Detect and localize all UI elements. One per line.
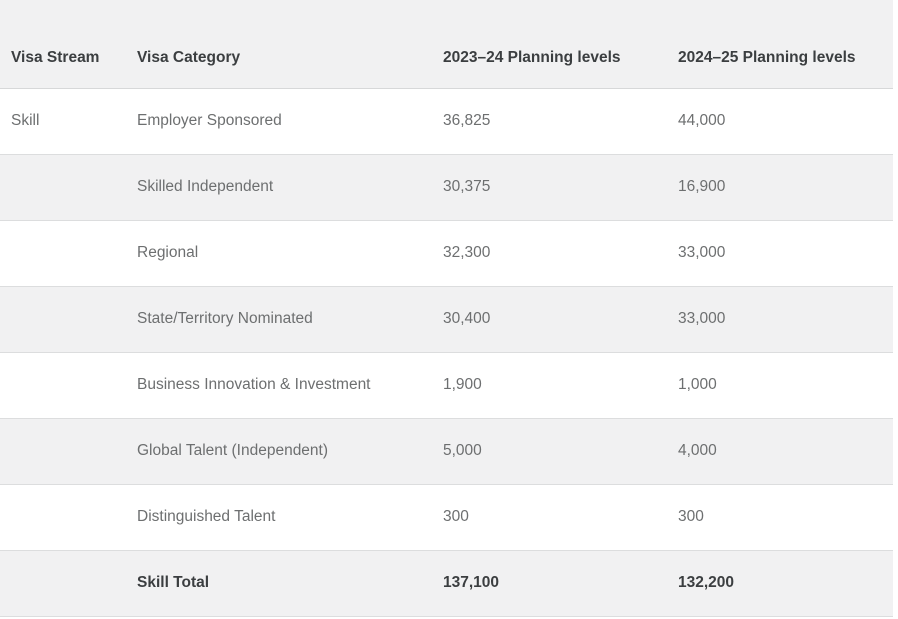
cell-2023-24: 5,000: [443, 442, 482, 459]
cell-visa-stream: [0, 154, 137, 220]
cell-2023-24: 30,375: [443, 178, 491, 195]
cell-visa-stream: [0, 286, 137, 352]
table-row-regional: Regional 32,300 33,000: [0, 220, 893, 286]
cell-visa-stream: [0, 418, 137, 484]
cell-2023-24: 137,100: [443, 574, 500, 591]
cell-2023-24: 30,400: [443, 310, 491, 327]
cell-2024-25: 300: [678, 508, 704, 525]
cell-2024-25: 4,000: [678, 442, 717, 459]
table-row-employer-sponsored: Skill Employer Sponsored 36,825 44,000: [0, 88, 893, 154]
cell-visa-category: Business Innovation & Investment: [137, 376, 371, 393]
cell-visa-stream: Skill: [11, 112, 40, 129]
cell-visa-category: Global Talent (Independent): [137, 442, 329, 459]
cell-2024-25: 16,900: [678, 178, 726, 195]
cell-visa-category: Distinguished Talent: [137, 508, 276, 525]
cell-visa-stream: [0, 550, 137, 616]
table-row-global-talent-independent: Global Talent (Independent) 5,000 4,000: [0, 418, 893, 484]
cell-visa-category: Skill Total: [137, 574, 210, 591]
cell-visa-stream: [0, 220, 137, 286]
table-row-skill-total: Skill Total 137,100 132,200: [0, 550, 893, 616]
cell-2024-25: 33,000: [678, 244, 726, 261]
header-cell-visa-stream: Visa Stream: [11, 48, 100, 66]
cell-visa-stream: [0, 484, 137, 550]
cell-2023-24: 32,300: [443, 244, 491, 261]
cell-2024-25: 132,200: [678, 574, 735, 591]
cell-visa-stream: [0, 352, 137, 418]
cell-2024-25: 1,000: [678, 376, 717, 393]
header-cell-2024-25-planning-levels: 2024–25 Planning levels: [678, 48, 856, 66]
cell-2023-24: 300: [443, 508, 469, 525]
cell-2023-24: 36,825: [443, 112, 491, 129]
table-row-distinguished-talent: Distinguished Talent 300 300: [0, 484, 893, 550]
table-row-state-territory-nominated: State/Territory Nominated 30,400 33,000: [0, 286, 893, 352]
header-row: Visa Stream Visa Category 2023–24 Planni…: [0, 0, 893, 88]
cell-2023-24: 1,900: [443, 376, 482, 393]
cell-2024-25: 33,000: [678, 310, 726, 327]
cell-2024-25: 44,000: [678, 112, 726, 129]
cell-visa-category: State/Territory Nominated: [137, 310, 313, 327]
cell-visa-category: Skilled Independent: [137, 178, 274, 195]
table-row-skilled-independent: Skilled Independent 30,375 16,900: [0, 154, 893, 220]
table-body: Skill Employer Sponsored 36,825 44,000 S…: [0, 88, 893, 616]
table-header: Visa Stream Visa Category 2023–24 Planni…: [0, 0, 893, 88]
table-row-business-innovation-investment: Business Innovation & Investment 1,900 1…: [0, 352, 893, 418]
cell-visa-category: Regional: [137, 244, 199, 261]
header-cell-2023-24-planning-levels: 2023–24 Planning levels: [443, 48, 621, 66]
cell-visa-category: Employer Sponsored: [137, 112, 282, 129]
header-cell-visa-category: Visa Category: [137, 48, 241, 66]
